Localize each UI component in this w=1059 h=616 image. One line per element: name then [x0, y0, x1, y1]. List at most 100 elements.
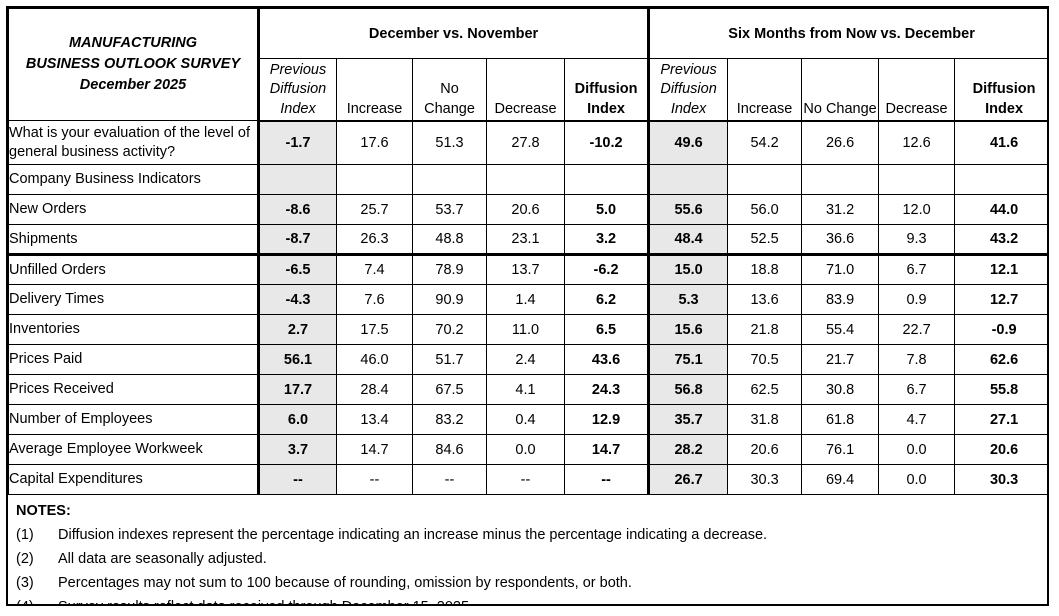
- value-cell-dec-vs-nov-decrease: 20.6: [486, 194, 565, 225]
- survey-title: MANUFACTURING BUSINESS OUTLOOK SURVEY De…: [8, 8, 259, 121]
- value-cell-dec-vs-nov-decrease: 27.8: [486, 120, 565, 165]
- value-cell-six-months-no-change: 83.9: [801, 284, 880, 315]
- value-cell-six-months-increase: 62.5: [727, 374, 803, 405]
- value-cell-dec-vs-nov-previous-diffusion-index: 56.1: [257, 344, 337, 375]
- note-item: (2) All data are seasonally adjusted.: [16, 547, 1039, 571]
- value-cell-dec-vs-nov-no-change: --: [412, 464, 487, 495]
- value-cell-six-months-previous-diffusion-index: 75.1: [647, 344, 729, 375]
- subheader-six-months-diffusion-index: Diffusion Index: [954, 58, 1047, 122]
- value-cell-dec-vs-nov-increase: 17.5: [336, 314, 413, 345]
- value-cell-dec-vs-nov-diffusion-index: 43.6: [563, 344, 650, 375]
- value-cell-six-months-previous-diffusion-index: 28.2: [647, 434, 729, 465]
- value-cell-six-months-diffusion-index: 41.6: [954, 120, 1047, 165]
- value-cell-dec-vs-nov-decrease: 23.1: [486, 224, 565, 256]
- value-cell-dec-vs-nov-decrease: 0.0: [486, 434, 565, 465]
- value-cell-six-months-previous-diffusion-index: 15.0: [647, 254, 729, 285]
- value-cell-six-months-increase: 54.2: [727, 120, 803, 165]
- value-cell-six-months-decrease: 0.9: [878, 284, 956, 315]
- column-group-december-vs-november: December vs. November: [256, 8, 650, 59]
- value-cell-six-months-no-change: 71.0: [801, 254, 880, 285]
- value-cell-dec-vs-nov-no-change: 53.7: [412, 194, 487, 225]
- survey-title-line: December 2025: [79, 77, 187, 93]
- value-cell-six-months-diffusion-index: 27.1: [954, 404, 1047, 435]
- table-row-delivery-times: Delivery Times -4.3 7.6 90.9 1.4 6.2 5.3 13.6 83…: [8, 284, 1047, 315]
- value-cell-six-months-increase: 70.5: [727, 344, 803, 375]
- value-cell-six-months-no-change: 55.4: [801, 314, 880, 345]
- survey-title-line: BUSINESS OUTLOOK SURVEY: [25, 55, 241, 72]
- table-row-unfilled-orders: Unfilled Orders -6.5 7.4 78.9 13.7 -6.2 15.0 18…: [8, 254, 1047, 285]
- row-label: New Orders: [8, 194, 259, 225]
- value-cell-six-months-no-change: 61.8: [801, 404, 880, 435]
- value-cell-six-months-diffusion-index: 55.8: [954, 374, 1047, 405]
- value-cell-six-months-increase: 30.3: [727, 464, 803, 495]
- value-cell-dec-vs-nov-no-change: 83.2: [412, 404, 487, 435]
- value-cell-six-months-decrease: 9.3: [878, 224, 956, 256]
- note-text: Diffusion indexes represent the percenta…: [58, 527, 768, 543]
- note-text: Percentages may not sum to 100 because o…: [58, 575, 632, 591]
- value-cell-dec-vs-nov-diffusion-index: -6.2: [563, 254, 650, 285]
- value-cell-dec-vs-nov-no-change: [412, 164, 487, 195]
- value-cell-dec-vs-nov-increase: --: [336, 464, 413, 495]
- value-cell-dec-vs-nov-decrease: 0.4: [486, 404, 565, 435]
- subheader-dec-vs-nov-no-change: No Change: [412, 58, 487, 122]
- value-cell-six-months-diffusion-index: 20.6: [954, 434, 1047, 465]
- subheader-dec-vs-nov-diffusion-index: Diffusion Index: [563, 58, 650, 122]
- value-cell-six-months-increase: 21.8: [727, 314, 803, 345]
- value-cell-six-months-diffusion-index: 30.3: [954, 464, 1047, 495]
- value-cell-six-months-no-change: 36.6: [801, 224, 880, 256]
- subheader-dec-vs-nov-previous-diffusion-index: Previous Diffusion Index: [257, 58, 337, 122]
- value-cell-dec-vs-nov-decrease: 11.0: [486, 314, 565, 345]
- subheader-six-months-increase: Increase: [727, 58, 803, 122]
- value-cell-dec-vs-nov-diffusion-index: -10.2: [563, 120, 650, 165]
- value-cell-dec-vs-nov-increase: 46.0: [336, 344, 413, 375]
- value-cell-dec-vs-nov-diffusion-index: 5.0: [563, 194, 650, 225]
- value-cell-dec-vs-nov-no-change: 51.7: [412, 344, 487, 375]
- row-label: Prices Received: [8, 374, 259, 405]
- value-cell-dec-vs-nov-diffusion-index: 24.3: [563, 374, 650, 405]
- value-cell-six-months-previous-diffusion-index: 55.6: [647, 194, 729, 225]
- row-label: Company Business Indicators: [8, 164, 259, 195]
- note-item: (1) Diffusion indexes represent the perc…: [16, 523, 1039, 547]
- note-number: (1): [16, 527, 34, 543]
- value-cell-six-months-diffusion-index: 12.1: [954, 254, 1047, 285]
- value-cell-dec-vs-nov-increase: 14.7: [336, 434, 413, 465]
- note-item: (4) Survey results reflect data received…: [16, 595, 1039, 604]
- value-cell-six-months-previous-diffusion-index: 5.3: [647, 284, 729, 315]
- value-cell-dec-vs-nov-decrease: 13.7: [486, 254, 565, 285]
- value-cell-six-months-previous-diffusion-index: 15.6: [647, 314, 729, 345]
- value-cell-six-months-previous-diffusion-index: 56.8: [647, 374, 729, 405]
- value-cell-six-months-diffusion-index: 62.6: [954, 344, 1047, 375]
- table-row-prices-paid: Prices Paid 56.1 46.0 51.7 2.4 43.6 75.1 70.5 21…: [8, 344, 1047, 375]
- value-cell-six-months-no-change: 76.1: [801, 434, 880, 465]
- value-cell-six-months-diffusion-index: -0.9: [954, 314, 1047, 345]
- value-cell-six-months-no-change: 21.7: [801, 344, 880, 375]
- notes-heading: NOTES:: [16, 503, 71, 519]
- survey-title-line: MANUFACTURING: [68, 34, 198, 51]
- note-text: Survey results reflect data received thr…: [58, 595, 1039, 604]
- value-cell-dec-vs-nov-diffusion-index: [563, 164, 650, 195]
- value-cell-dec-vs-nov-previous-diffusion-index: -8.6: [257, 194, 337, 225]
- value-cell-dec-vs-nov-increase: [336, 164, 413, 195]
- value-cell-six-months-decrease: [878, 164, 956, 195]
- value-cell-six-months-decrease: 22.7: [878, 314, 956, 345]
- note-item: (3) Percentages may not sum to 100 becau…: [16, 571, 1039, 595]
- table-row-prices-received: Prices Received 17.7 28.4 67.5 4.1 24.3 56.8 62…: [8, 374, 1047, 405]
- column-group-six-months-vs-december: Six Months from Now vs. December: [647, 8, 1047, 59]
- value-cell-dec-vs-nov-previous-diffusion-index: -1.7: [257, 120, 337, 165]
- value-cell-six-months-decrease: 0.0: [878, 434, 956, 465]
- value-cell-dec-vs-nov-no-change: 84.6: [412, 434, 487, 465]
- value-cell-dec-vs-nov-previous-diffusion-index: -6.5: [257, 254, 337, 285]
- value-cell-dec-vs-nov-increase: 7.4: [336, 254, 413, 285]
- survey-page: MANUFACTURING BUSINESS OUTLOOK SURVEY De…: [6, 6, 1049, 606]
- value-cell-dec-vs-nov-previous-diffusion-index: 3.7: [257, 434, 337, 465]
- value-cell-dec-vs-nov-diffusion-index: 6.5: [563, 314, 650, 345]
- value-cell-six-months-increase: 20.6: [727, 434, 803, 465]
- value-cell-six-months-no-change: 26.6: [801, 120, 880, 165]
- value-cell-dec-vs-nov-diffusion-index: --: [563, 464, 650, 495]
- value-cell-six-months-no-change: 30.8: [801, 374, 880, 405]
- value-cell-six-months-decrease: 12.6: [878, 120, 956, 165]
- subheader-dec-vs-nov-decrease: Decrease: [486, 58, 565, 122]
- value-cell-dec-vs-nov-no-change: 48.8: [412, 224, 487, 256]
- value-cell-dec-vs-nov-previous-diffusion-index: -4.3: [257, 284, 337, 315]
- value-cell-six-months-decrease: 6.7: [878, 254, 956, 285]
